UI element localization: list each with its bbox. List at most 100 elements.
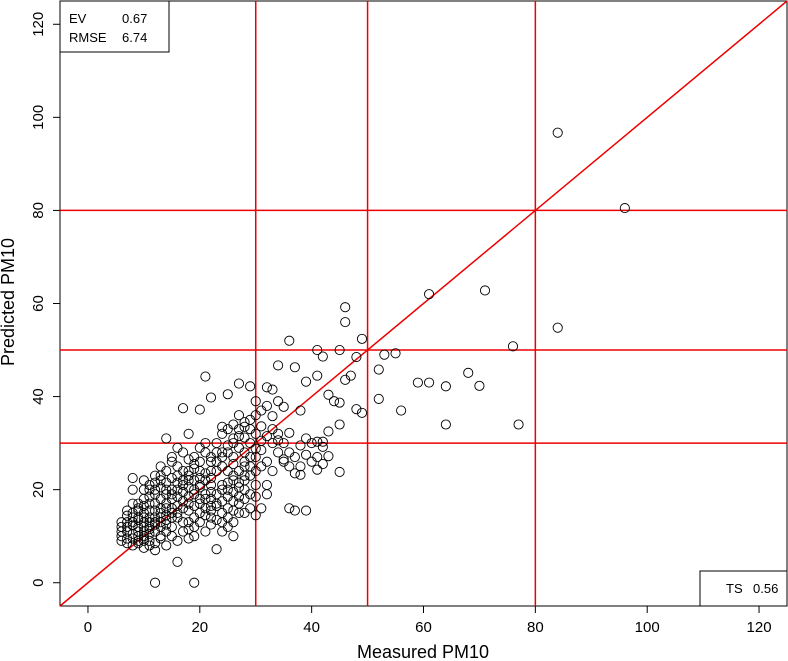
data-point	[250, 396, 261, 407]
data-point	[127, 528, 138, 539]
data-point	[474, 380, 485, 391]
data-point	[317, 441, 328, 452]
data-point	[138, 533, 149, 544]
data-point	[312, 464, 323, 475]
data-point	[250, 479, 261, 491]
data-point	[412, 377, 423, 388]
data-point	[463, 367, 474, 378]
data-point	[166, 493, 177, 505]
data-point	[295, 461, 306, 472]
data-point	[127, 484, 138, 495]
data-point	[228, 475, 239, 486]
data-point	[222, 512, 233, 523]
data-point	[233, 378, 245, 389]
data-point	[228, 438, 239, 449]
data-point	[261, 431, 272, 442]
data-point	[233, 424, 245, 435]
data-point	[334, 466, 345, 478]
data-point	[150, 577, 161, 588]
data-point	[150, 512, 161, 523]
data-point	[200, 447, 211, 458]
data-point	[150, 505, 161, 516]
data-point	[177, 526, 189, 537]
data-point	[513, 419, 524, 430]
data-point	[273, 435, 284, 446]
data-point	[507, 341, 519, 352]
data-point	[217, 517, 228, 528]
data-point	[150, 470, 161, 481]
data-point	[424, 377, 435, 388]
data-point	[222, 440, 233, 451]
x-tick-label: 120	[747, 619, 772, 636]
ts-value: 0.56	[753, 581, 778, 596]
data-point	[312, 436, 323, 447]
data-point	[155, 533, 166, 544]
data-point	[312, 452, 323, 463]
data-point	[552, 127, 563, 138]
data-point	[289, 505, 300, 516]
data-point	[261, 382, 272, 393]
data-point	[619, 203, 630, 214]
data-point	[379, 349, 390, 360]
data-point	[250, 491, 261, 502]
data-point	[217, 447, 228, 458]
data-point	[228, 486, 239, 498]
ts-box: TS 0.56	[699, 570, 788, 607]
data-point	[122, 505, 133, 516]
data-point	[233, 431, 245, 442]
data-point	[138, 500, 149, 511]
data-point	[301, 376, 312, 387]
data-point	[211, 544, 222, 555]
data-point	[284, 447, 295, 458]
data-point	[189, 577, 200, 588]
data-point	[301, 505, 312, 516]
data-point	[356, 407, 368, 418]
data-point	[177, 517, 189, 528]
data-point	[189, 489, 200, 500]
data-point	[211, 447, 222, 458]
data-point	[144, 505, 155, 516]
data-point	[177, 486, 189, 498]
data-point	[396, 405, 407, 416]
data-point	[284, 461, 295, 472]
y-tick-label: 40	[30, 388, 47, 405]
y-tick-label: 100	[30, 105, 47, 130]
data-point	[183, 533, 194, 544]
data-point	[205, 486, 217, 498]
data-point	[284, 335, 295, 346]
data-point	[228, 459, 239, 470]
data-point	[177, 403, 189, 414]
data-point	[356, 333, 368, 344]
data-point	[233, 442, 245, 453]
y-tick-label: 120	[30, 12, 47, 37]
data-point	[289, 468, 300, 479]
data-point	[150, 538, 161, 549]
data-point	[189, 452, 200, 463]
data-point	[222, 521, 233, 532]
data-point	[245, 461, 256, 472]
data-point	[133, 512, 144, 523]
data-point	[177, 447, 189, 458]
data-point	[306, 438, 317, 449]
data-point	[211, 498, 222, 509]
data-point	[217, 428, 228, 439]
data-point	[328, 396, 340, 407]
data-point	[440, 419, 451, 430]
data-point	[172, 535, 183, 546]
data-points	[116, 127, 630, 588]
data-point	[245, 503, 256, 514]
data-point	[334, 397, 345, 408]
data-point	[155, 482, 166, 493]
data-point	[183, 465, 194, 477]
data-point	[161, 433, 172, 444]
y-tick-label: 60	[30, 295, 47, 312]
data-point	[278, 454, 289, 465]
data-point	[122, 538, 133, 549]
data-point	[183, 505, 194, 516]
ev-label: EV	[69, 11, 87, 26]
data-point	[217, 526, 228, 537]
data-point	[217, 421, 228, 432]
data-point	[267, 411, 278, 422]
data-point	[256, 421, 267, 432]
